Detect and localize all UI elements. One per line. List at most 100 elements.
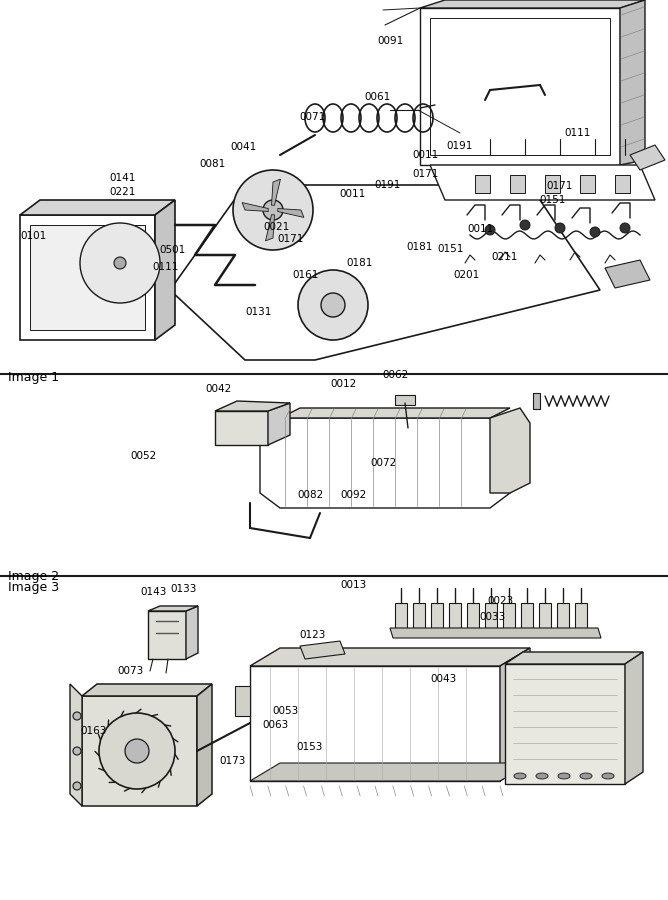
Polygon shape [467, 603, 479, 628]
Circle shape [114, 257, 126, 269]
Polygon shape [505, 652, 643, 664]
Text: 0071: 0071 [299, 112, 325, 122]
Polygon shape [390, 628, 601, 638]
Text: 0061: 0061 [364, 92, 390, 103]
Polygon shape [148, 606, 198, 611]
Text: 0072: 0072 [371, 458, 397, 469]
Text: 0011: 0011 [339, 189, 365, 200]
Polygon shape [20, 215, 155, 340]
Polygon shape [475, 175, 490, 193]
Text: 0063: 0063 [263, 719, 289, 730]
Ellipse shape [602, 773, 614, 779]
Text: 0191: 0191 [374, 180, 400, 191]
Polygon shape [278, 209, 304, 218]
Text: 0111: 0111 [564, 128, 591, 139]
Polygon shape [170, 185, 600, 360]
Text: 0013: 0013 [341, 580, 367, 590]
Polygon shape [186, 606, 198, 659]
Text: 0082: 0082 [297, 490, 323, 500]
Text: 0181: 0181 [346, 257, 372, 268]
Polygon shape [70, 684, 82, 806]
Circle shape [73, 712, 81, 720]
Text: 0501: 0501 [159, 245, 185, 256]
Text: 0111: 0111 [152, 262, 178, 273]
Circle shape [80, 223, 160, 303]
Text: 0171: 0171 [546, 181, 572, 192]
Polygon shape [242, 202, 269, 211]
Polygon shape [20, 200, 175, 215]
Text: 0033: 0033 [480, 611, 506, 622]
Text: 0091: 0091 [377, 35, 403, 46]
Text: 0151: 0151 [438, 244, 464, 255]
Polygon shape [271, 179, 281, 205]
Polygon shape [500, 648, 530, 781]
Polygon shape [430, 18, 610, 155]
Polygon shape [521, 603, 533, 628]
Polygon shape [215, 411, 268, 445]
Text: 0081: 0081 [199, 158, 225, 169]
Text: 0181: 0181 [406, 242, 432, 253]
Text: Image 2: Image 2 [8, 570, 59, 582]
Text: 0191: 0191 [446, 140, 472, 151]
Circle shape [125, 739, 149, 763]
Text: 0011: 0011 [468, 224, 494, 235]
Polygon shape [575, 603, 587, 628]
Polygon shape [533, 393, 540, 409]
Ellipse shape [580, 773, 592, 779]
Text: 0153: 0153 [296, 742, 322, 752]
Polygon shape [280, 408, 510, 418]
Circle shape [555, 223, 565, 233]
Text: 0173: 0173 [219, 755, 245, 766]
Text: 0131: 0131 [246, 307, 272, 318]
Polygon shape [605, 260, 650, 288]
Polygon shape [268, 403, 290, 445]
Text: 0171: 0171 [277, 234, 303, 245]
Text: 0151: 0151 [540, 194, 566, 205]
Polygon shape [82, 684, 212, 696]
Text: Image 1: Image 1 [8, 371, 59, 383]
Text: 0143: 0143 [140, 587, 166, 598]
Polygon shape [490, 408, 530, 493]
Polygon shape [250, 763, 530, 781]
Polygon shape [625, 652, 643, 784]
Polygon shape [420, 8, 620, 165]
Polygon shape [266, 215, 275, 241]
Ellipse shape [536, 773, 548, 779]
Text: 0062: 0062 [382, 370, 408, 381]
Polygon shape [155, 200, 175, 340]
Polygon shape [300, 641, 345, 659]
Polygon shape [82, 696, 197, 806]
Text: 0141: 0141 [109, 173, 135, 184]
Text: 0011: 0011 [413, 149, 439, 160]
Polygon shape [148, 611, 186, 659]
Circle shape [520, 220, 530, 230]
Circle shape [590, 227, 600, 237]
Text: 0073: 0073 [117, 665, 143, 676]
Polygon shape [557, 603, 569, 628]
Ellipse shape [514, 773, 526, 779]
Text: 0163: 0163 [80, 725, 106, 736]
Text: 0043: 0043 [431, 674, 457, 685]
Polygon shape [250, 666, 500, 781]
Text: 0161: 0161 [293, 269, 319, 280]
Circle shape [263, 200, 283, 220]
Polygon shape [395, 603, 407, 628]
Text: 0041: 0041 [230, 141, 257, 152]
Text: 0021: 0021 [264, 221, 290, 232]
Text: 0171: 0171 [413, 168, 439, 179]
Polygon shape [235, 686, 250, 716]
Circle shape [485, 225, 495, 235]
Polygon shape [620, 0, 645, 165]
Polygon shape [215, 401, 290, 411]
Text: 0133: 0133 [170, 584, 196, 595]
Text: 0023: 0023 [488, 596, 514, 607]
Circle shape [321, 293, 345, 317]
Polygon shape [197, 684, 212, 806]
Circle shape [298, 270, 368, 340]
Circle shape [233, 170, 313, 250]
Circle shape [73, 782, 81, 790]
Circle shape [99, 713, 175, 789]
Polygon shape [260, 418, 510, 508]
Polygon shape [510, 175, 525, 193]
Text: 0123: 0123 [299, 630, 325, 641]
